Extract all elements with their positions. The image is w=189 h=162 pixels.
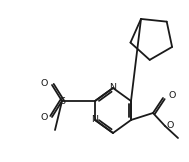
- Text: S: S: [59, 97, 65, 105]
- Text: O: O: [40, 79, 48, 87]
- Text: N: N: [109, 83, 116, 93]
- Text: O: O: [168, 91, 176, 99]
- Text: O: O: [40, 114, 48, 122]
- Text: O: O: [166, 122, 174, 131]
- Text: N: N: [91, 116, 98, 125]
